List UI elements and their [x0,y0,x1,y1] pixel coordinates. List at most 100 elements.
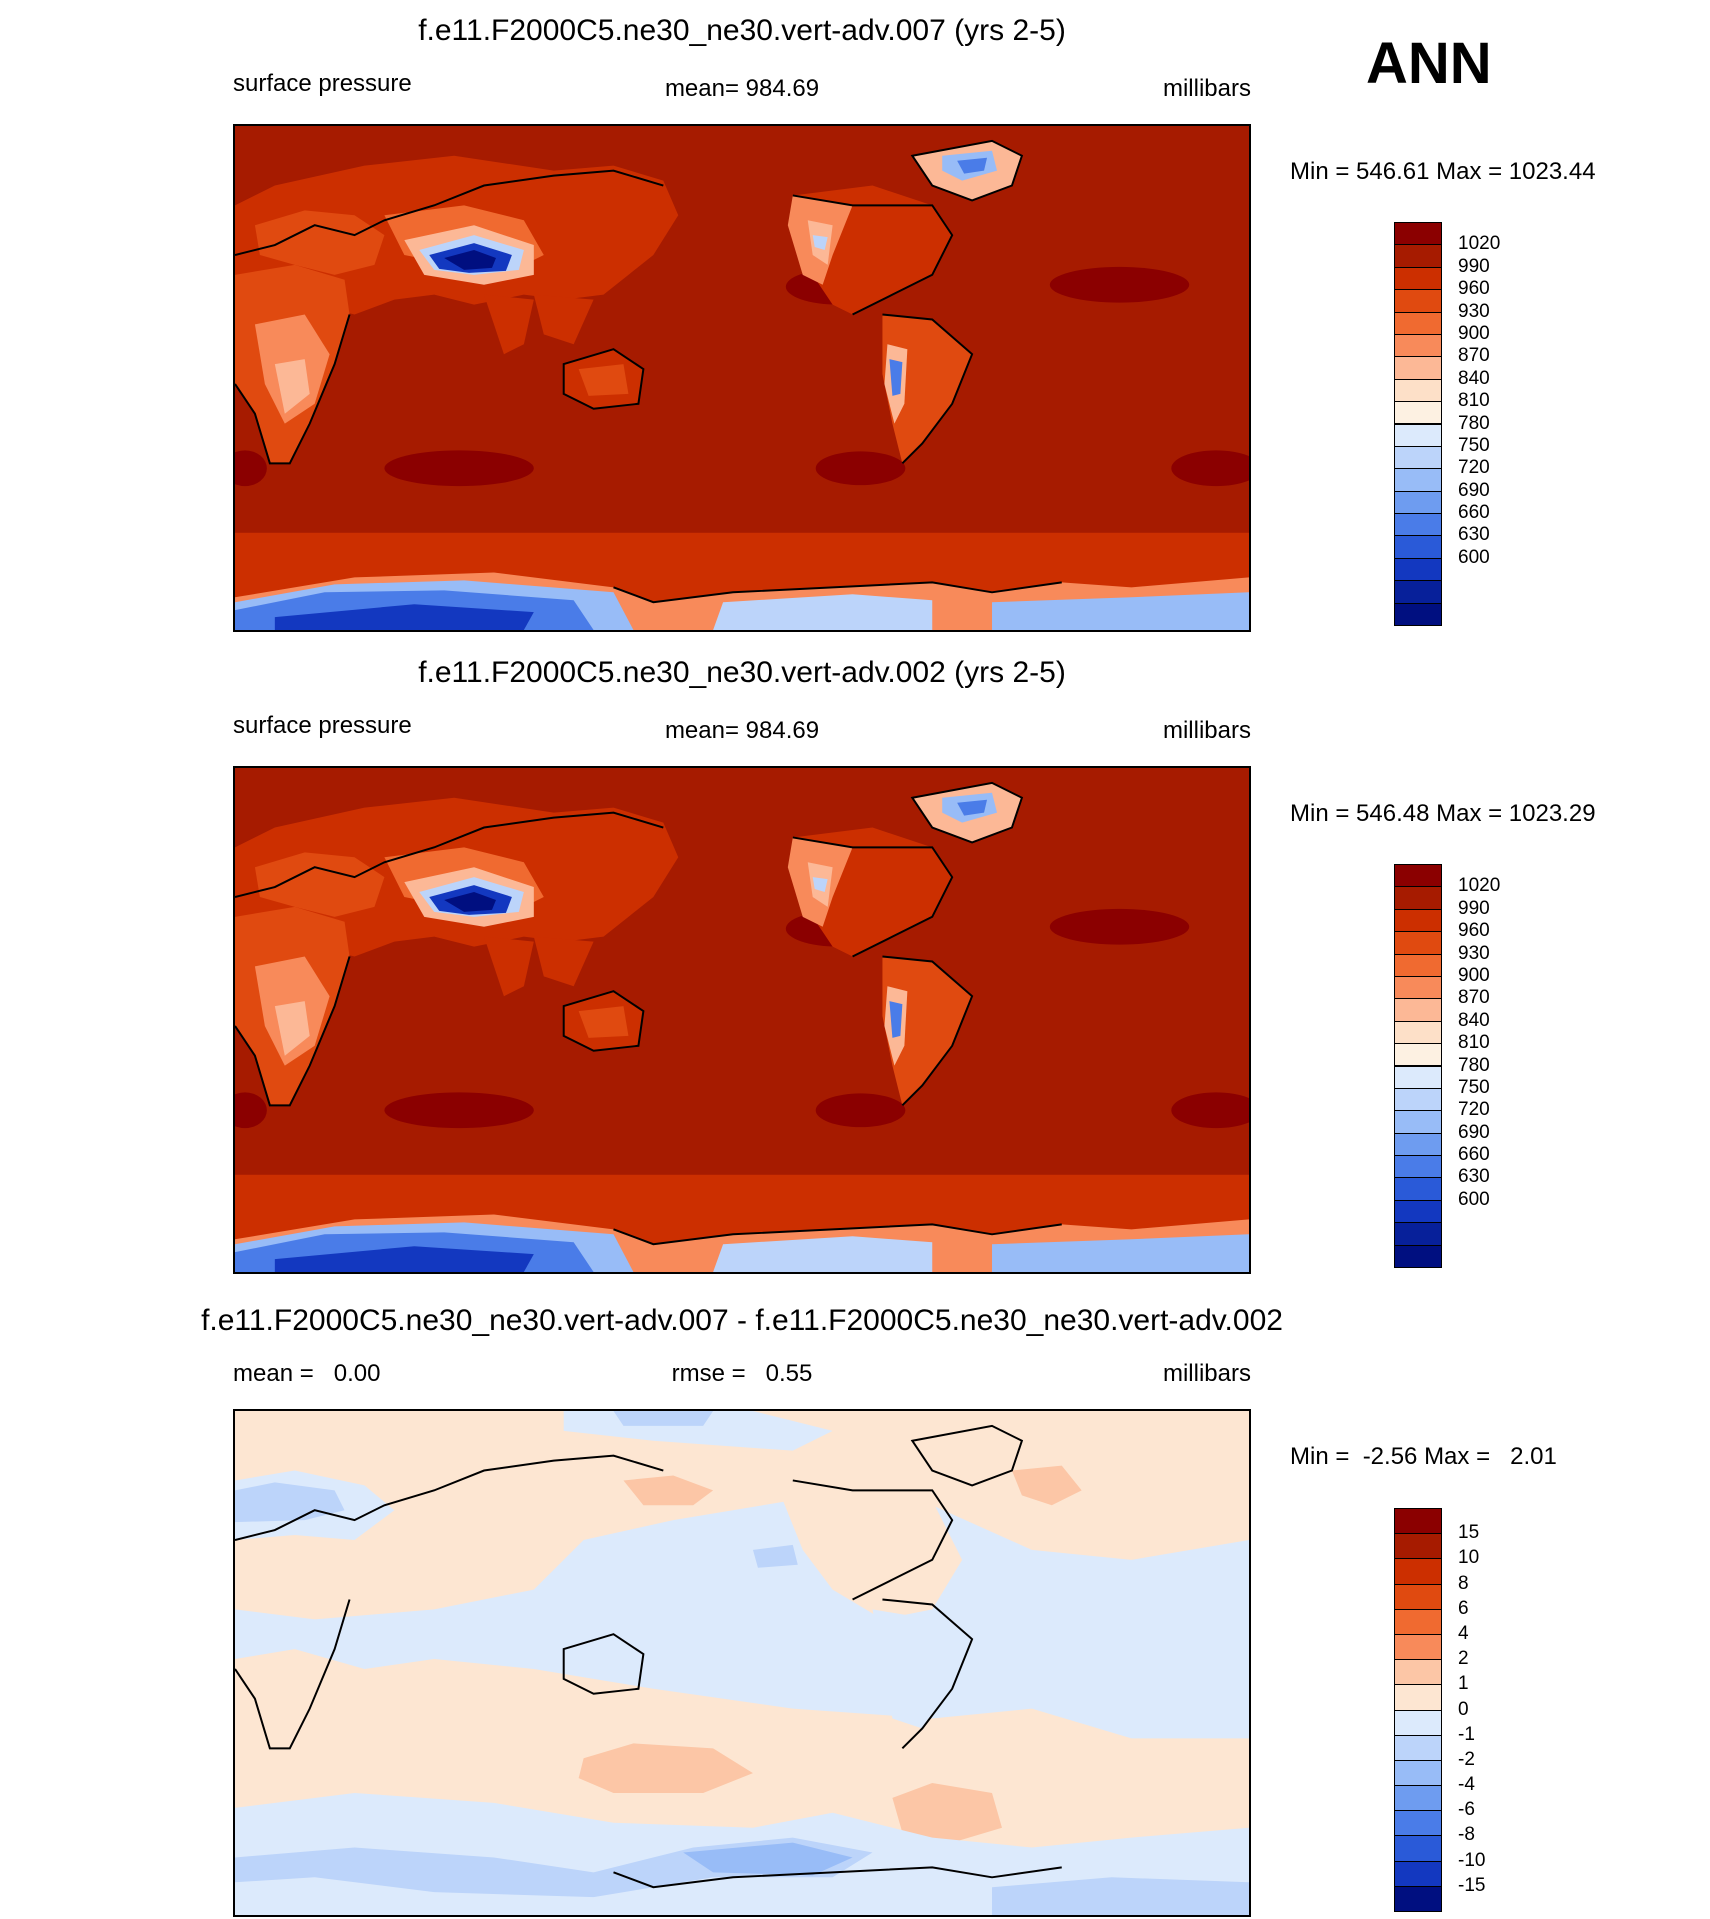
colorbar-label: 1020 [1458,875,1501,897]
colorbar-box [1394,289,1442,313]
colorbar-box [1394,535,1442,559]
colorbar-label: 750 [1458,434,1490,456]
colorbar-label: 960 [1458,278,1490,300]
colorbar-box [1394,222,1442,246]
colorbar-box [1394,1633,1442,1661]
colorbar-label: 690 [1458,479,1490,501]
colorbar-label: 840 [1458,1009,1490,1031]
colorbar-label: 870 [1458,345,1490,367]
colorbar-box [1394,998,1442,1022]
colorbar-label: 15 [1458,1522,1480,1544]
season-label: ANN [1366,31,1492,96]
colorbar-box [1394,1810,1442,1837]
colorbar-box [1394,490,1442,515]
colorbar-box [1394,864,1442,888]
colorbar-box [1394,513,1442,537]
colorbar-label: -2 [1458,1748,1475,1770]
colorbar-label: 720 [1458,1099,1490,1121]
colorbar-box [1394,1709,1442,1736]
panel2-units-label: millibars [1162,717,1251,744]
colorbar-box [1394,356,1442,380]
colorbar-box [1394,266,1442,291]
colorbar-label: 1 [1458,1673,1469,1695]
colorbar-box [1394,1244,1442,1268]
colorbar-box [1394,908,1442,933]
colorbar-box [1394,602,1442,626]
colorbar-label: 780 [1458,1054,1490,1076]
colorbar-box [1394,1583,1442,1610]
panel2-title: f.e11.F2000C5.ne30_ne30.vert-adv.002 (yr… [418,656,1066,689]
colorbar-label: 930 [1458,300,1490,322]
panel3-title: f.e11.F2000C5.ne30_ne30.vert-adv.007 - f… [201,1304,1283,1337]
colorbar-box [1394,468,1442,492]
colorbar-label: 990 [1458,255,1490,277]
colorbar-label: 750 [1458,1076,1490,1098]
colorbar-label: 870 [1458,987,1490,1009]
colorbar-label: 780 [1458,412,1490,434]
colorbar-label: 1020 [1458,233,1501,255]
colorbar-label: 660 [1458,1144,1490,1166]
colorbar-box [1394,1684,1442,1711]
colorbar-box [1394,1785,1442,1812]
panel1-map [233,124,1251,632]
colorbar-label: 990 [1458,897,1490,919]
colorbar-box [1394,244,1442,268]
colorbar-box [1394,1222,1442,1246]
colorbar-label: 10 [1458,1547,1480,1569]
colorbar-label: 0 [1458,1698,1469,1720]
colorbar-box [1394,1110,1442,1134]
colorbar-box [1394,557,1442,582]
colorbar-label: 900 [1458,964,1490,986]
panel3-map [233,1409,1251,1917]
panel3-mean-label: mean = 0.00 [233,1360,381,1387]
colorbar-label: 810 [1458,1032,1490,1054]
colorbar-box [1394,1558,1442,1585]
panel2-variable-label: surface pressure [233,712,412,739]
colorbar-box [1394,1020,1442,1045]
panel1-mean-label: mean= 984.69 [664,75,820,102]
colorbar-label: 690 [1458,1121,1490,1143]
colorbar-label: 840 [1458,367,1490,389]
panel3-colorbar: 15 10 8 6 4 2 1 0 -1 -2 -4 -6 -8 -10 -15 [1394,1508,1485,1912]
colorbar-box [1394,445,1442,470]
colorbar-box [1394,1065,1442,1089]
panel2-mean-label: mean= 984.69 [664,717,820,744]
colorbar-label: -15 [1458,1874,1486,1896]
colorbar-label: -1 [1458,1723,1475,1745]
colorbar-box [1394,1132,1442,1157]
panel2-map [233,766,1251,1274]
colorbar-label: 600 [1458,546,1490,568]
colorbar-box [1394,1199,1442,1224]
panel1-title: f.e11.F2000C5.ne30_ne30.vert-adv.007 (yr… [418,14,1066,47]
colorbar-label: 930 [1458,942,1490,964]
colorbar-label: 630 [1458,524,1490,546]
colorbar-box [1394,311,1442,335]
colorbar-box [1394,975,1442,1000]
colorbar-box [1394,1508,1442,1535]
colorbar-label: 8 [1458,1572,1469,1594]
panel3-units-label: millibars [1162,1360,1251,1387]
colorbar-box [1394,1734,1442,1761]
colorbar-label: -4 [1458,1774,1475,1796]
colorbar-label: 900 [1458,322,1490,344]
panel3-rmse-label: rmse = 0.55 [671,1360,813,1387]
colorbar-box [1394,1860,1442,1887]
colorbar-box [1394,1659,1442,1686]
colorbar-label: 4 [1458,1622,1469,1644]
colorbar-box [1394,1043,1442,1067]
colorbar-box [1394,580,1442,604]
colorbar-box [1394,1608,1442,1635]
colorbar-label: -6 [1458,1799,1475,1821]
colorbar-box [1394,401,1442,425]
colorbar-box [1394,1177,1442,1201]
panel3-minmax-label: Min = -2.56 Max = 2.01 [1290,1443,1557,1470]
colorbar-label: 660 [1458,502,1490,524]
colorbar-box [1394,931,1442,955]
colorbar-box [1394,953,1442,977]
colorbar-box [1394,886,1442,910]
colorbar-label: 630 [1458,1166,1490,1188]
panel1-minmax-label: Min = 546.61 Max = 1023.44 [1290,158,1596,185]
colorbar-box [1394,378,1442,403]
colorbar-box [1394,1885,1442,1912]
panel1-variable-label: surface pressure [233,70,412,97]
